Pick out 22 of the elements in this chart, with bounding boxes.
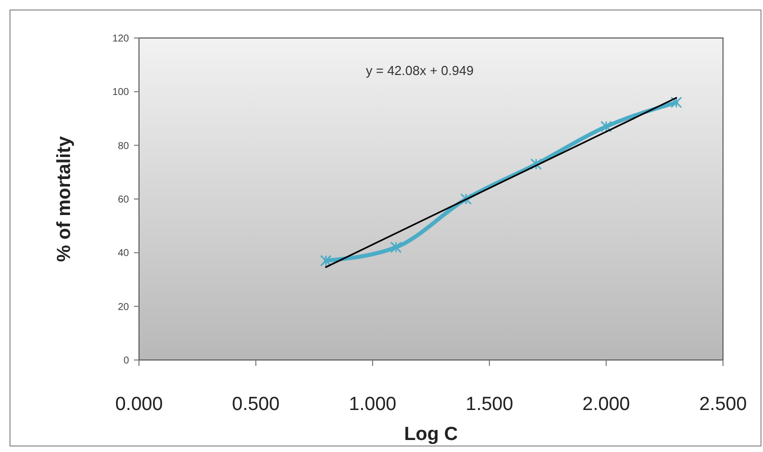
y-tick-label: 80 [118, 140, 130, 152]
y-tick-label: 60 [118, 194, 130, 206]
point [390, 242, 402, 254]
x-tick-label: 0.500 [232, 394, 280, 415]
annotation: y = 42.08x + 0.949 [366, 63, 474, 78]
x-tick-label: 2.500 [699, 394, 747, 415]
x-axis-title: Log C [404, 424, 458, 445]
point [600, 120, 612, 132]
y-tick-label: 0 [123, 356, 130, 366]
y-tick-label: 120 [112, 34, 130, 44]
point [460, 193, 472, 205]
point [320, 254, 332, 266]
y-axis-title: % of mortality [54, 136, 75, 262]
point [530, 158, 542, 170]
y-tick-label: 40 [118, 248, 130, 260]
y-tick-label: 20 [118, 302, 130, 313]
point [670, 96, 682, 108]
x-tick-label: 2.000 [582, 394, 630, 415]
y-tick-label: 100 [112, 87, 130, 98]
x-tick-label: 1.000 [348, 394, 396, 415]
x-tick-label: 0.000 [115, 394, 163, 415]
x-tick-label: 1.500 [466, 394, 514, 415]
